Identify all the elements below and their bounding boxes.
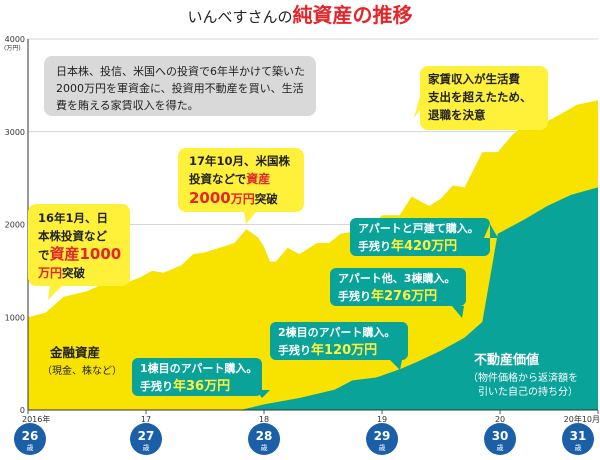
callout-purchase-4-line-2: 手残り年420万円 [358, 238, 457, 254]
callout-purchase-4-line-2-a: 手残り [358, 239, 391, 253]
age-badge-number: 27 [138, 429, 155, 443]
callout-2017-oct-line-2-a: 投資などで [189, 172, 246, 186]
callout-purchase-4-line-1: アパートと戸建て購入。 [358, 221, 479, 235]
chart-title-prefix: いんべすさんの [187, 8, 292, 26]
callout-purchase-4-bubble [350, 218, 498, 256]
age-badge-unit: 歳 [27, 443, 34, 452]
y-tick-label: 3000 [5, 128, 25, 137]
callout-purchase-3-bubble [330, 268, 466, 318]
callout-retire-line-1: 家賃収入が生活費 [428, 72, 520, 86]
callout-purchase-1-bubble [132, 358, 270, 398]
callout-2016-jan-line-1: 16年1月、日 [38, 211, 108, 225]
chart-title-emphasis: 純資産の推移 [293, 3, 413, 27]
age-badge-unit: 歳 [575, 443, 582, 452]
real-estate-sublabel-2: 引いた自己の持ち分） [478, 385, 578, 398]
x-tick-label: 20年10月 [564, 414, 600, 424]
age-badge-number: 26 [22, 429, 39, 443]
callout-purchase-2-line-2-a: 手残り [278, 343, 311, 357]
callout-retire-line-2: 支出を超えたため、 [427, 90, 532, 104]
y-tick-label: 1000 [5, 313, 25, 322]
note-line-2: 2000万円を軍資金に、投資用不動産を買い、生活 [56, 81, 304, 95]
note-line-1: 日本株、投信、米国への投資で6年半かけて築いた [56, 64, 305, 78]
callout-retire-line-3: 退職を決意 [428, 108, 486, 122]
callout-purchase-1-line-1: 1棟目のアパート購入。 [140, 361, 257, 375]
x-tick-label: 20 [495, 415, 505, 424]
callout-2016-jan-line-2: 本株投資など [38, 229, 107, 243]
callout-purchase-3-line-2-a: 手残り [338, 289, 371, 303]
callout-purchase-2-line-1: 2棟目のアパート購入。 [278, 325, 395, 339]
y-axis-unit: (万円) [4, 45, 21, 52]
callout-purchase-3-line-1: アパート他、3棟購入。 [338, 271, 455, 285]
chart-title: いんべすさんの純資産の推移 [187, 3, 412, 27]
financial-assets-sublabel: （現金、株など） [42, 364, 122, 377]
age-badge [14, 423, 46, 455]
age-badge-number: 28 [256, 429, 273, 443]
description-note: 日本株、投信、米国への投資で6年半かけて築いた 2000万円を軍資金に、投資用不… [44, 56, 316, 116]
callout-2017-oct-line-2-b: 資産 [246, 171, 270, 186]
callout-purchase-1-line-2-b: 年36万円 [173, 378, 230, 394]
description-note-box [44, 56, 316, 116]
x-tick-label: 17 [141, 415, 151, 424]
callout-purchase-1: 1棟目のアパート購入。 手残り年36万円 [132, 358, 270, 398]
callout-purchase-3-line-2-b: 年276万円 [371, 288, 437, 304]
x-tick-label: 2016年 [22, 414, 50, 424]
callout-2017-oct-line-3-b: 万円 [230, 192, 255, 206]
callout-purchase-2-line-2-b: 年120万円 [311, 342, 377, 358]
callout-retire: 家賃収入が生活費 支出を超えたため、 退職を決意 [414, 66, 548, 130]
callout-purchase-1-line-2-a: 手残り [140, 379, 173, 393]
age-badge [130, 423, 163, 455]
age-badge-unit: 歳 [379, 443, 386, 452]
y-tick-label: 0 [20, 406, 25, 415]
x-tick-label: 19 [377, 415, 387, 424]
callout-purchase-4: アパートと戸建て購入。 手残り年420万円 [350, 218, 498, 256]
callout-2016-jan-line-4-a: 万円 [37, 266, 62, 280]
real-estate-area [28, 187, 598, 410]
callout-purchase-2-bubble [270, 322, 408, 370]
callout-2016-jan-line-4-b: 突破 [62, 266, 85, 280]
callout-2017-oct: 17年10月、米国株 投資などで資産 2000万円突破 [178, 148, 304, 224]
callout-purchase-4-line-2-b: 年420万円 [391, 238, 457, 254]
age-badge-unit: 歳 [143, 443, 150, 452]
callout-retire-bubble [414, 66, 548, 130]
real-estate-label: 不動産価値 [474, 352, 539, 368]
callout-2017-oct-line-3-a: 2000 [189, 189, 231, 207]
callout-2017-oct-line-1: 17年10月、米国株 [189, 154, 291, 168]
callout-2016-jan-line-3-a: で [38, 248, 50, 262]
age-badge [366, 423, 399, 455]
callout-2017-oct-line-2: 投資などで資産 [189, 171, 270, 186]
y-tick-labels: 0 1000 2000 3000 4000 [5, 35, 25, 415]
note-line-3: 費を賄える家賃収入を得た。 [56, 98, 199, 112]
age-badge [484, 423, 517, 455]
age-badge-number: 29 [374, 429, 391, 443]
age-badge [248, 423, 281, 455]
callout-2017-oct-line-3: 2000万円突破 [189, 189, 278, 207]
callout-purchase-2: 2棟目のアパート購入。 手残り年120万円 [270, 322, 408, 370]
callout-2016-jan-bubble [28, 204, 130, 300]
callout-2017-oct-line-3-c: 突破 [255, 192, 278, 206]
age-badge-unit: 歳 [261, 443, 268, 452]
real-estate-sublabel-1: （物件価格から返済額を [468, 371, 578, 384]
age-badge-unit: 歳 [497, 443, 504, 452]
age-badge-number: 31 [570, 429, 587, 443]
x-tick-labels: 2016年 17 18 19 20 20年10月 [22, 410, 600, 424]
callout-2016-jan-line-4: 万円突破 [37, 266, 86, 280]
age-badge-number: 30 [492, 429, 509, 443]
x-tick-label: 18 [259, 415, 269, 424]
callout-2017-oct-bubble [178, 148, 304, 224]
callout-2016-jan: 16年1月、日 本株投資など で資産1000 万円突破 [28, 204, 130, 300]
financial-assets-label: 金融資産 [49, 345, 100, 360]
financial-assets-area [28, 100, 598, 410]
callout-purchase-2-line-2: 手残り年120万円 [278, 342, 377, 358]
callout-2016-jan-line-3-b: 資産1000 [50, 245, 122, 263]
callout-purchase-1-line-2: 手残り年36万円 [140, 378, 230, 394]
callout-purchase-3-line-2: 手残り年276万円 [338, 288, 437, 304]
y-tick-label: 2000 [5, 221, 25, 230]
callout-2016-jan-line-3: で資産1000 [38, 245, 121, 263]
age-badge [562, 423, 594, 455]
y-tick-label: 4000 [5, 35, 25, 44]
callout-purchase-3: アパート他、3棟購入。 手残り年276万円 [330, 268, 466, 318]
